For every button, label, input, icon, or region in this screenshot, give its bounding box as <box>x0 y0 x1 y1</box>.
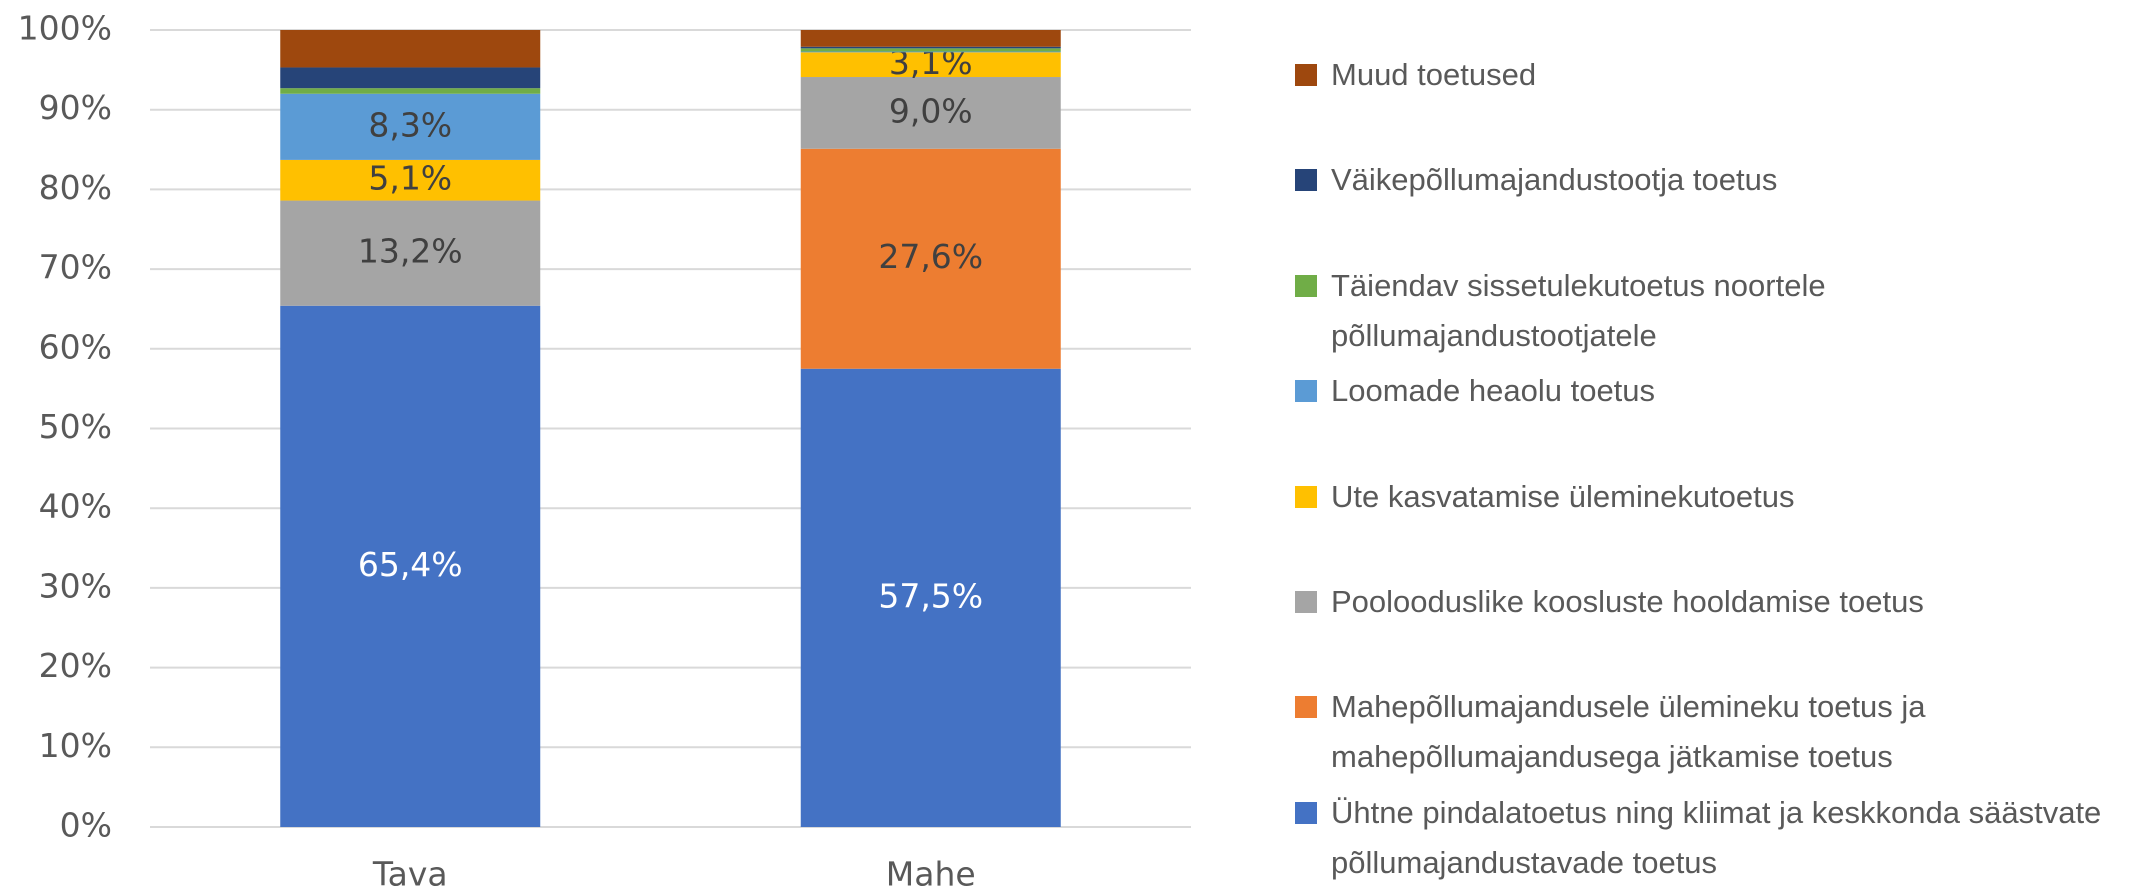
data-label: 9,0% <box>889 91 973 130</box>
legend-item: Ute kasvatamise üleminekutoetus <box>1295 472 2135 522</box>
bar-segment <box>800 77 1061 149</box>
legend-swatch <box>1295 64 1317 86</box>
bar-segment <box>280 200 541 306</box>
legend-item: Täiendav sissetulekutoetus noortele põll… <box>1295 261 2135 361</box>
y-tick-label: 70% <box>39 248 112 287</box>
legend-label: Ute kasvatamise üleminekutoetus <box>1331 478 1795 514</box>
legend-label: Ühtne pindalatoetus ning kliimat ja kesk… <box>1331 794 2102 880</box>
legend-swatch <box>1295 801 1317 824</box>
legend-label: Loomade heaolu toetus <box>1331 373 1656 409</box>
y-tick-label: 10% <box>39 726 112 765</box>
legend-swatch <box>1295 274 1317 297</box>
legend-label: Poolooduslike koosluste hooldamise toetu… <box>1331 584 1924 619</box>
legend-item: Mahepõllumajandusele ülemineku toetus ja… <box>1295 682 2135 782</box>
bar-segment <box>800 30 1061 47</box>
data-label: 5,1% <box>368 159 452 198</box>
bar-segment <box>800 46 1061 49</box>
y-tick-label: 100% <box>18 9 112 48</box>
legend-swatch <box>1295 696 1317 719</box>
legend-item: Poolooduslike koosluste hooldamise toetu… <box>1295 577 2135 627</box>
bar-segment <box>280 88 541 94</box>
data-label: 8,3% <box>368 105 452 144</box>
bar-segment <box>280 305 541 828</box>
bar-segment <box>280 93 541 160</box>
y-tick-label: 60% <box>39 327 112 366</box>
bar-segment <box>800 48 1061 52</box>
y-tick-label: 50% <box>39 407 112 446</box>
legend-label: Mahepõllumajandusele ülemineku toetus ja… <box>1331 689 1926 775</box>
y-tick-label: 0% <box>60 806 112 845</box>
bar-segment <box>280 67 541 89</box>
bar-segment <box>280 159 541 201</box>
legend-swatch <box>1295 485 1317 508</box>
legend-swatch <box>1295 169 1317 192</box>
data-label: 65,4% <box>358 545 463 584</box>
y-tick-label: 80% <box>39 168 112 207</box>
y-tick-label: 90% <box>39 88 112 127</box>
legend-swatch <box>1295 380 1317 403</box>
chart: 0% 10% 20% 30% 40% 50% 60% 70% 80% 90% 100% Tava 65,… <box>18 9 1191 894</box>
legend-label: Muud toetused <box>1331 57 1537 92</box>
x-tick-label: Tava <box>372 855 448 894</box>
y-tick-label: 30% <box>39 566 112 605</box>
y-tick-label: 40% <box>39 487 112 526</box>
bar-segment <box>800 52 1061 78</box>
legend-item: Ühtne pindalatoetus ning kliimat ja kesk… <box>1295 788 2135 888</box>
legend-label: Täiendav sissetulekutoetus noortele põll… <box>1331 267 1826 353</box>
legend-label: Väikepõllumajandustootja toetus <box>1331 162 1778 198</box>
legend-item: Loomade heaolu toetus <box>1295 366 2135 416</box>
bar-segment <box>280 30 541 68</box>
legend-item: Muud toetused <box>1295 50 2135 100</box>
bar-segment <box>800 51 1061 53</box>
x-tick-label: Mahe <box>886 855 976 894</box>
data-label: 27,6% <box>878 237 983 276</box>
bar-segment <box>800 148 1061 369</box>
legend-item: Väikepõllumajandustootja toetus <box>1295 155 2135 205</box>
y-tick-label: 20% <box>39 646 112 685</box>
legend-swatch <box>1295 591 1317 613</box>
data-label: 13,2% <box>358 232 463 271</box>
data-label: 57,5% <box>878 576 983 615</box>
bar-segment <box>800 368 1061 827</box>
